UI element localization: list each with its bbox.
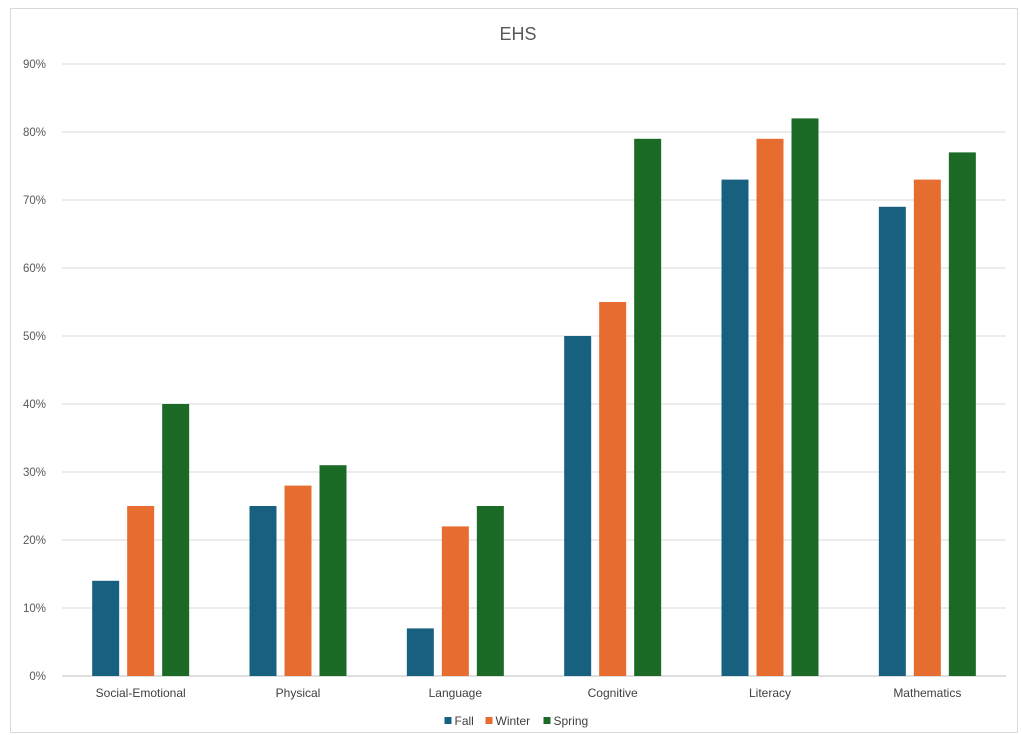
legend-swatch xyxy=(444,717,452,724)
bar-spring-literacy xyxy=(791,118,819,676)
y-tick-label: 70% xyxy=(23,195,46,207)
y-tick-label: 0% xyxy=(29,671,46,683)
x-category-label: Literacy xyxy=(749,686,791,700)
legend: Fall Winter Spring xyxy=(444,714,589,728)
bar-spring-cognitive xyxy=(634,138,662,677)
legend-swatch xyxy=(485,717,493,724)
legend-swatch xyxy=(543,717,551,724)
y-tick-label: 80% xyxy=(23,127,46,139)
x-category-label: Mathematics xyxy=(893,686,961,700)
bar-winter-language xyxy=(441,526,469,676)
chart-title: EHS xyxy=(499,24,536,44)
x-category-label: Language xyxy=(429,686,483,700)
bar-spring-language xyxy=(476,506,504,676)
bar-fall-mathematics xyxy=(878,206,906,677)
bar-fall-social-emotional xyxy=(92,580,120,676)
y-tick-label: 40% xyxy=(23,399,46,411)
x-category-label: Physical xyxy=(276,686,321,700)
x-category-label: Social-Emotional xyxy=(96,686,186,700)
bar-fall-cognitive xyxy=(564,336,592,676)
y-tick-label: 50% xyxy=(23,331,46,343)
bars xyxy=(92,118,976,677)
bar-spring-mathematics xyxy=(948,152,976,676)
y-tick-label: 10% xyxy=(23,603,46,615)
x-axis-labels: Social-Emotional Physical Language Cognitiv… xyxy=(96,686,962,700)
y-tick-label: 20% xyxy=(23,535,46,547)
y-tick-label: 30% xyxy=(23,467,46,479)
bar-fall-literacy xyxy=(721,179,749,676)
bar-winter-physical xyxy=(284,485,312,676)
legend-label: Winter xyxy=(496,714,531,728)
y-axis-ticks: 0% 10% 20% 30% 40% 50% 60% 70% 80% 90% xyxy=(23,59,46,683)
bar-spring-physical xyxy=(319,465,347,676)
bar-fall-physical xyxy=(249,506,277,676)
x-category-label: Cognitive xyxy=(588,686,638,700)
bar-fall-language xyxy=(406,628,434,676)
legend-label: Fall xyxy=(455,714,474,728)
legend-label: Spring xyxy=(554,714,589,728)
bar-winter-mathematics xyxy=(913,179,941,676)
y-tick-label: 90% xyxy=(23,59,46,71)
gridlines xyxy=(62,63,1006,677)
bar-winter-literacy xyxy=(756,138,784,677)
bar-winter-cognitive xyxy=(599,302,627,676)
bar-spring-social-emotional xyxy=(162,404,190,676)
bar-winter-social-emotional xyxy=(127,506,155,676)
y-tick-label: 60% xyxy=(23,263,46,275)
